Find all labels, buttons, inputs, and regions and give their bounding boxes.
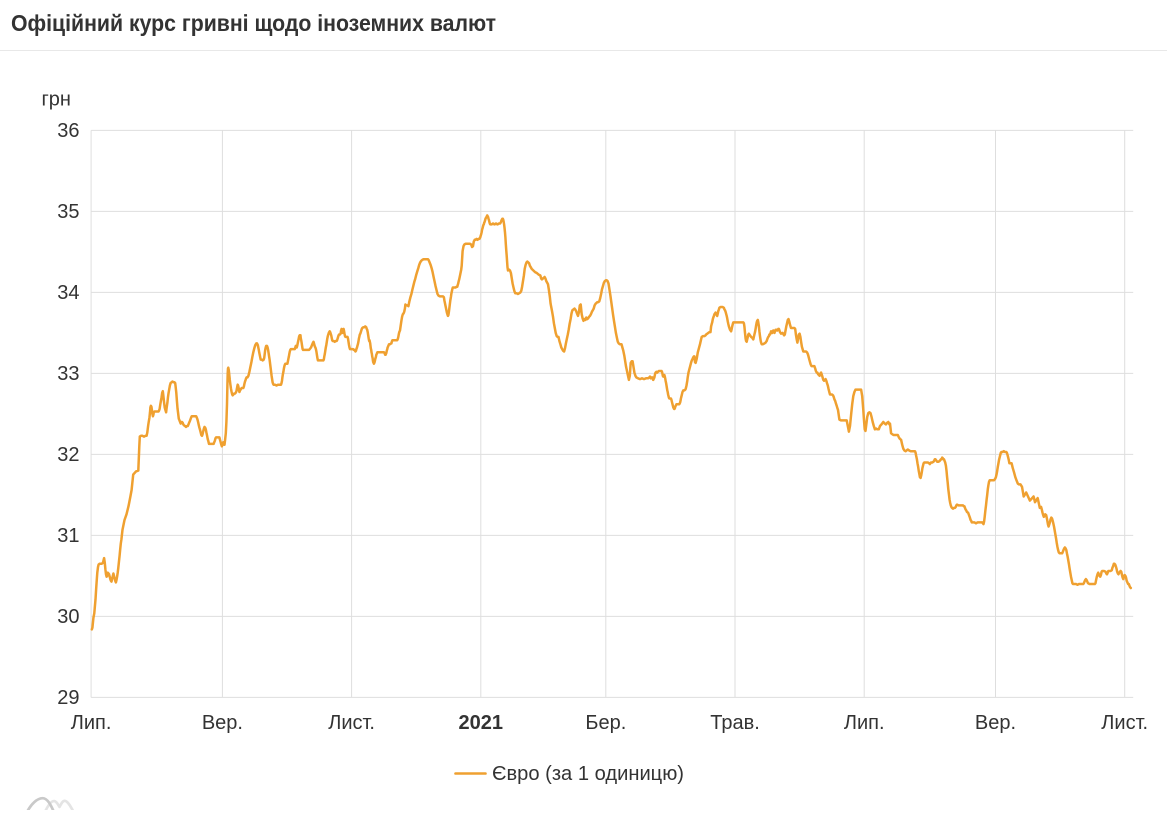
svg-text:Офіційний курс гривні щодо іно: Офіційний курс гривні щодо іноземних вал… [11, 10, 496, 36]
svg-text:32: 32 [57, 444, 79, 466]
svg-text:33: 33 [57, 363, 79, 385]
svg-text:грн: грн [42, 89, 71, 111]
svg-text:Лист.: Лист. [328, 712, 375, 734]
svg-text:Вер.: Вер. [975, 712, 1016, 734]
svg-text:31: 31 [57, 525, 79, 547]
svg-text:Бер.: Бер. [585, 712, 626, 734]
svg-text:Трав.: Трав. [710, 712, 760, 734]
svg-text:Євро (за 1 одиницю): Євро (за 1 одиницю) [492, 763, 684, 785]
svg-text:Лист.: Лист. [1101, 712, 1148, 734]
svg-text:Лип.: Лип. [844, 712, 885, 734]
svg-text:Лип.: Лип. [71, 712, 112, 734]
svg-text:35: 35 [57, 201, 79, 223]
svg-text:30: 30 [57, 606, 79, 628]
svg-text:34: 34 [57, 282, 79, 304]
svg-text:Вер.: Вер. [202, 712, 243, 734]
svg-text:2021: 2021 [459, 712, 504, 734]
svg-text:29: 29 [57, 687, 79, 709]
svg-text:36: 36 [57, 120, 79, 142]
